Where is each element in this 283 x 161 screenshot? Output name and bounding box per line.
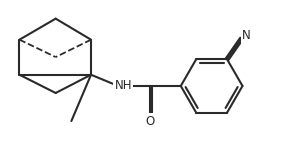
Text: NH: NH — [115, 80, 132, 92]
Text: N: N — [242, 29, 251, 42]
Text: O: O — [145, 114, 155, 128]
